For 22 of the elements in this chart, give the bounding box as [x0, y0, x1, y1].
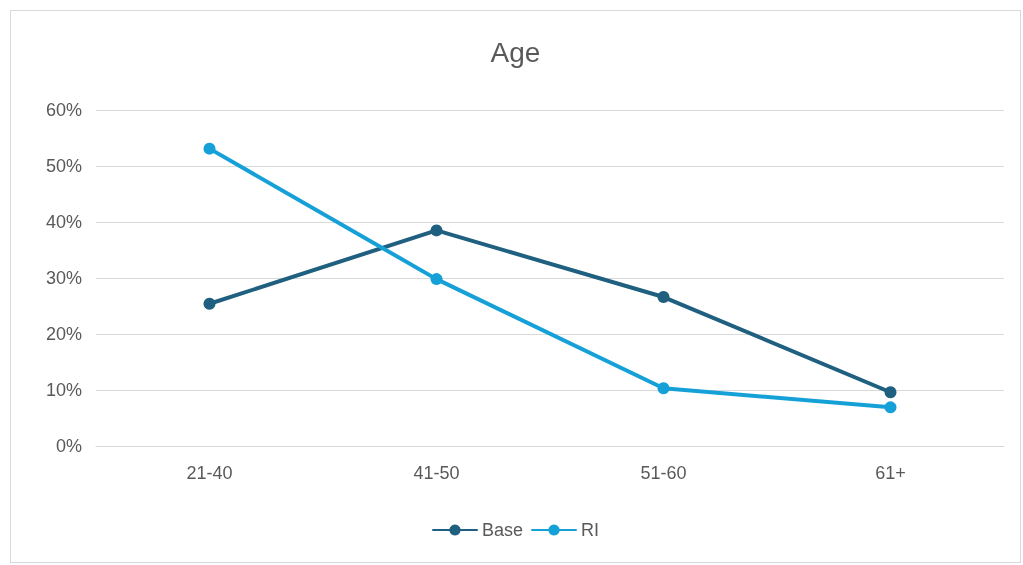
point [203, 142, 216, 155]
point [657, 291, 670, 304]
point [884, 386, 897, 399]
x-tick-label: 41-50 [413, 463, 460, 483]
y-tick-label: 0% [55, 436, 82, 456]
point [203, 297, 216, 310]
x-tick-label: 61+ [875, 463, 906, 483]
y-tick-label: 40% [45, 212, 82, 232]
y-tick-label: 50% [45, 156, 82, 176]
x-tick-label: 21-40 [186, 463, 233, 483]
y-tick-label: 30% [45, 268, 82, 288]
y-tick-label: 10% [45, 380, 82, 400]
chart-title: Age [490, 36, 541, 68]
y-tick-label: 20% [45, 324, 82, 344]
legend-label: RI [581, 520, 600, 540]
point [884, 401, 897, 414]
point [657, 382, 670, 395]
legend-label: Base [481, 520, 524, 540]
x-tick-label: 51-60 [640, 463, 687, 483]
point [430, 224, 443, 237]
y-tick-label: 60% [45, 100, 82, 120]
point [430, 273, 443, 286]
